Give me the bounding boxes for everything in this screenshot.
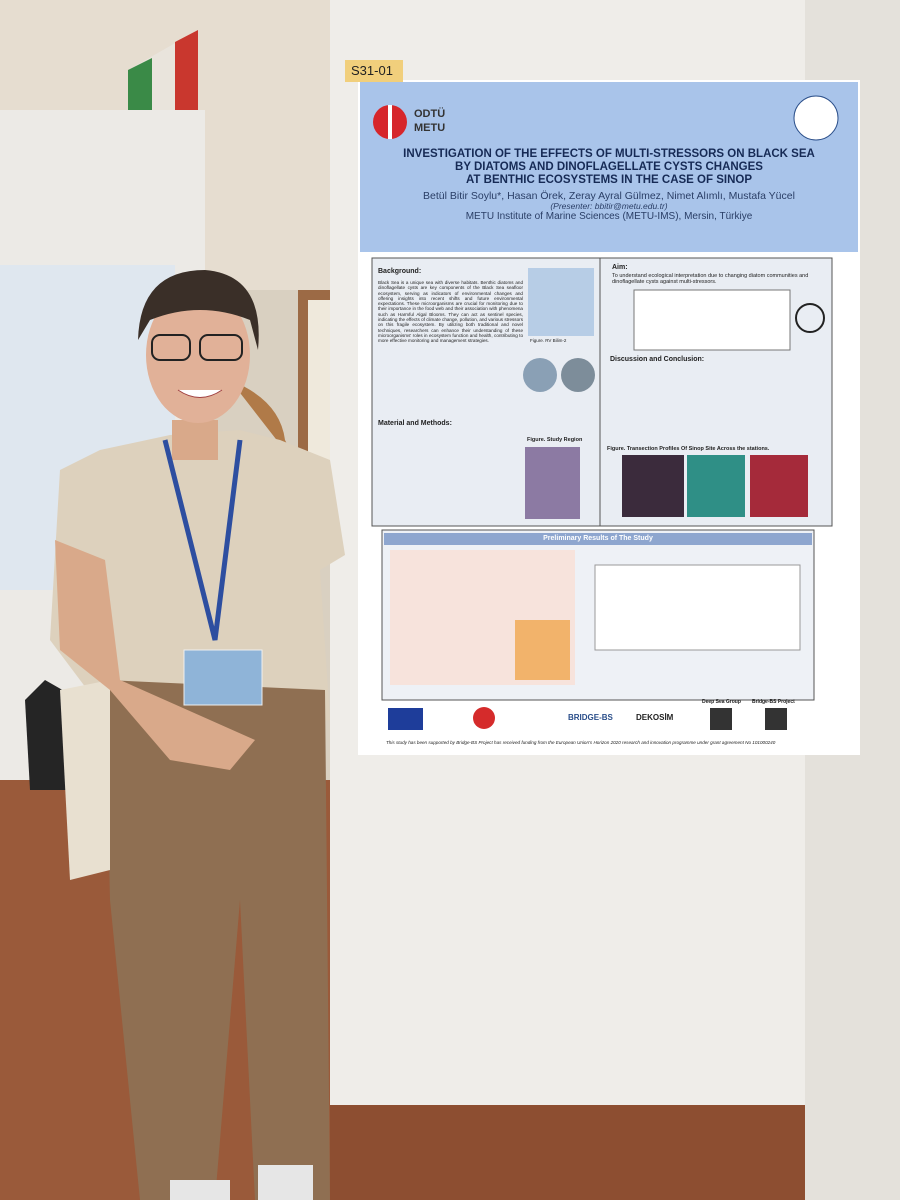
profile-2	[687, 455, 745, 517]
logo-text: METU	[414, 122, 446, 134]
figure-caption: Figure. Transection Profiles Of Sinop Si…	[607, 446, 770, 452]
figure-caption: Figure. Study Region	[527, 437, 583, 443]
presenter: (Presenter: bbitir@metu.edu.tr)	[550, 200, 668, 211]
tubitak-logo	[473, 707, 495, 729]
affiliation: METU Institute of Marine Sciences (METU-…	[465, 211, 753, 223]
partner: Bridge-BS Project	[752, 699, 795, 705]
eu-flag	[388, 708, 423, 730]
question-icon	[795, 303, 825, 333]
results-band	[384, 533, 812, 545]
shoe-right	[258, 1165, 313, 1200]
partner: Deep Sea Group	[702, 699, 741, 705]
neck	[172, 420, 218, 460]
heatmap-orange	[515, 620, 570, 680]
flag-red	[175, 30, 198, 111]
flag-green	[128, 58, 152, 112]
partner: DEKOSİM	[636, 713, 674, 722]
title-line: AT BENTHIC ECOSYSTEMS IN THE CASE OF SIN…	[465, 174, 753, 187]
section-text: Black Sea is a unique sea with diverse h…	[378, 280, 523, 344]
map-figure	[525, 447, 580, 519]
section-heading: Material and Methods:	[378, 420, 452, 427]
results-heading: Preliminary Results of The Study	[543, 535, 653, 542]
qr-2	[765, 708, 787, 730]
arms	[55, 540, 255, 770]
floor-right	[330, 1100, 900, 1200]
ship-photo	[528, 268, 594, 336]
glasses-right	[199, 334, 243, 361]
section-heading: Discussion and Conclusion:	[610, 356, 705, 363]
toc-chart	[594, 564, 801, 651]
section-text: To understand ecological interpretation …	[612, 273, 809, 286]
glasses-left	[151, 334, 191, 361]
photo-lab	[561, 358, 595, 392]
authors: Betül Bitir Soylu*, Hasan Örek, Zeray Ay…	[423, 189, 795, 202]
shirt	[50, 430, 345, 740]
metu-logo-mark	[388, 105, 392, 139]
title-line: BY DIATOMS AND DINOFLAGELLATE CYSTS CHAN…	[455, 161, 763, 174]
figure-caption: Figure. RV Bilim-2	[530, 338, 567, 343]
title-line: INVESTIGATION OF THE EFFECTS OF MULTI-ST…	[403, 148, 815, 160]
lanyard	[162, 439, 243, 641]
trousers	[105, 680, 330, 1200]
logo-text: ODTÜ	[414, 108, 446, 120]
section-heading: Background:	[378, 268, 422, 275]
photo-core	[523, 358, 557, 392]
partner: BRIDGE-BS	[568, 713, 613, 722]
poster-title: INVESTIGATION OF THE EFFECTS OF MULTI-ST…	[362, 148, 856, 223]
shoe-left	[170, 1180, 230, 1200]
profile-3	[750, 455, 808, 517]
funding-note: This study has been supported by Bridge-…	[386, 740, 776, 745]
label-tag	[345, 60, 403, 82]
badge	[183, 649, 263, 706]
qr-1	[710, 708, 732, 730]
board-label: S31-01	[351, 63, 393, 78]
section-heading: Aim:	[612, 264, 628, 271]
profile-1	[622, 455, 684, 517]
poster-header	[360, 82, 858, 252]
ims-logo	[793, 95, 839, 141]
tote	[60, 680, 110, 880]
questions-box	[633, 289, 791, 351]
face	[146, 287, 250, 423]
smile	[177, 389, 223, 398]
hair	[138, 270, 259, 350]
